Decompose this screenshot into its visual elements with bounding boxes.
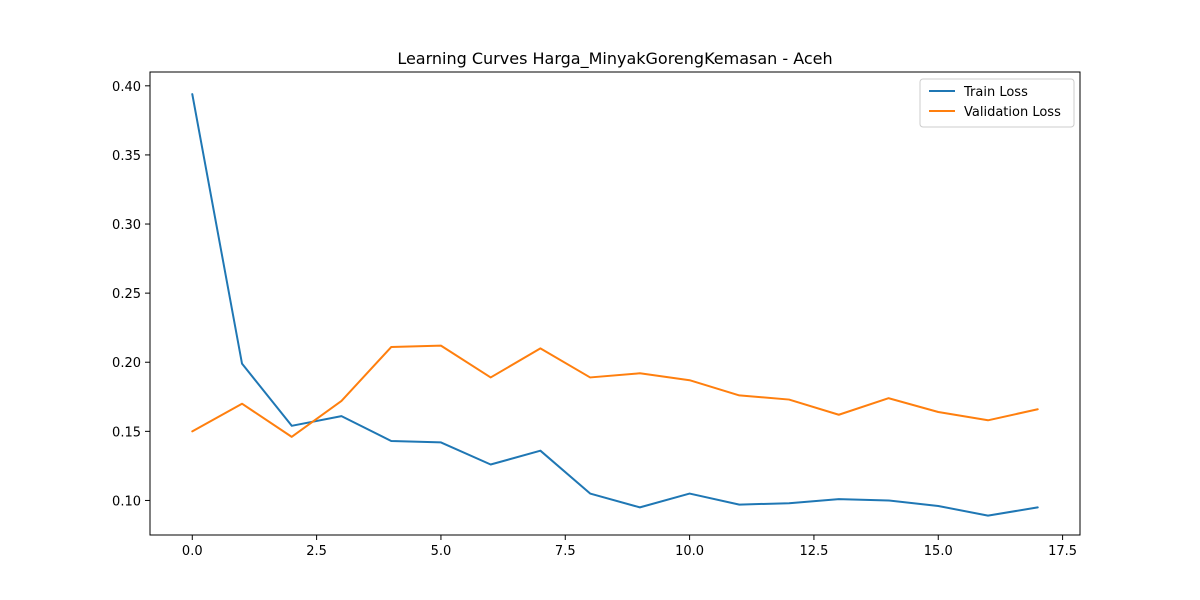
y-tick-label: 0.25 [112, 287, 141, 302]
y-tick-label: 0.10 [112, 494, 141, 509]
plot-frame [149, 71, 1081, 536]
series-line-validation-loss [191, 344, 1039, 438]
x-tick-label: 5.0 [431, 544, 452, 559]
series-layer [191, 93, 1039, 517]
x-tick-label: 12.5 [799, 544, 828, 559]
x-tick-label: 0.0 [182, 544, 203, 559]
y-tick-label: 0.15 [112, 425, 141, 440]
y-tick-label: 0.20 [112, 356, 141, 371]
y-axis: 0.10 0.15 0.20 0.25 0.30 0.35 0.40 [112, 80, 150, 509]
x-tick-label: 15.0 [924, 544, 953, 559]
legend-label-train-loss: Train Loss [963, 85, 1028, 100]
legend-label-validation-loss: Validation Loss [964, 105, 1061, 120]
legend-box [919, 78, 1075, 128]
y-tick-label: 0.40 [112, 80, 141, 95]
x-axis: 0.0 2.5 5.0 7.5 10.0 12.5 15.0 17.5 [182, 535, 1077, 559]
chart-title: Learning Curves Harga_MinyakGorengKemasa… [397, 49, 832, 69]
x-tick-label: 2.5 [306, 544, 327, 559]
series-line-train-loss [191, 93, 1039, 517]
x-tick-label: 7.5 [555, 544, 576, 559]
legend: Train Loss Validation Loss [919, 78, 1075, 128]
x-tick-label: 10.0 [675, 544, 704, 559]
x-tick-label: 17.5 [1048, 544, 1077, 559]
y-tick-label: 0.35 [112, 149, 141, 164]
y-tick-label: 0.30 [112, 218, 141, 233]
